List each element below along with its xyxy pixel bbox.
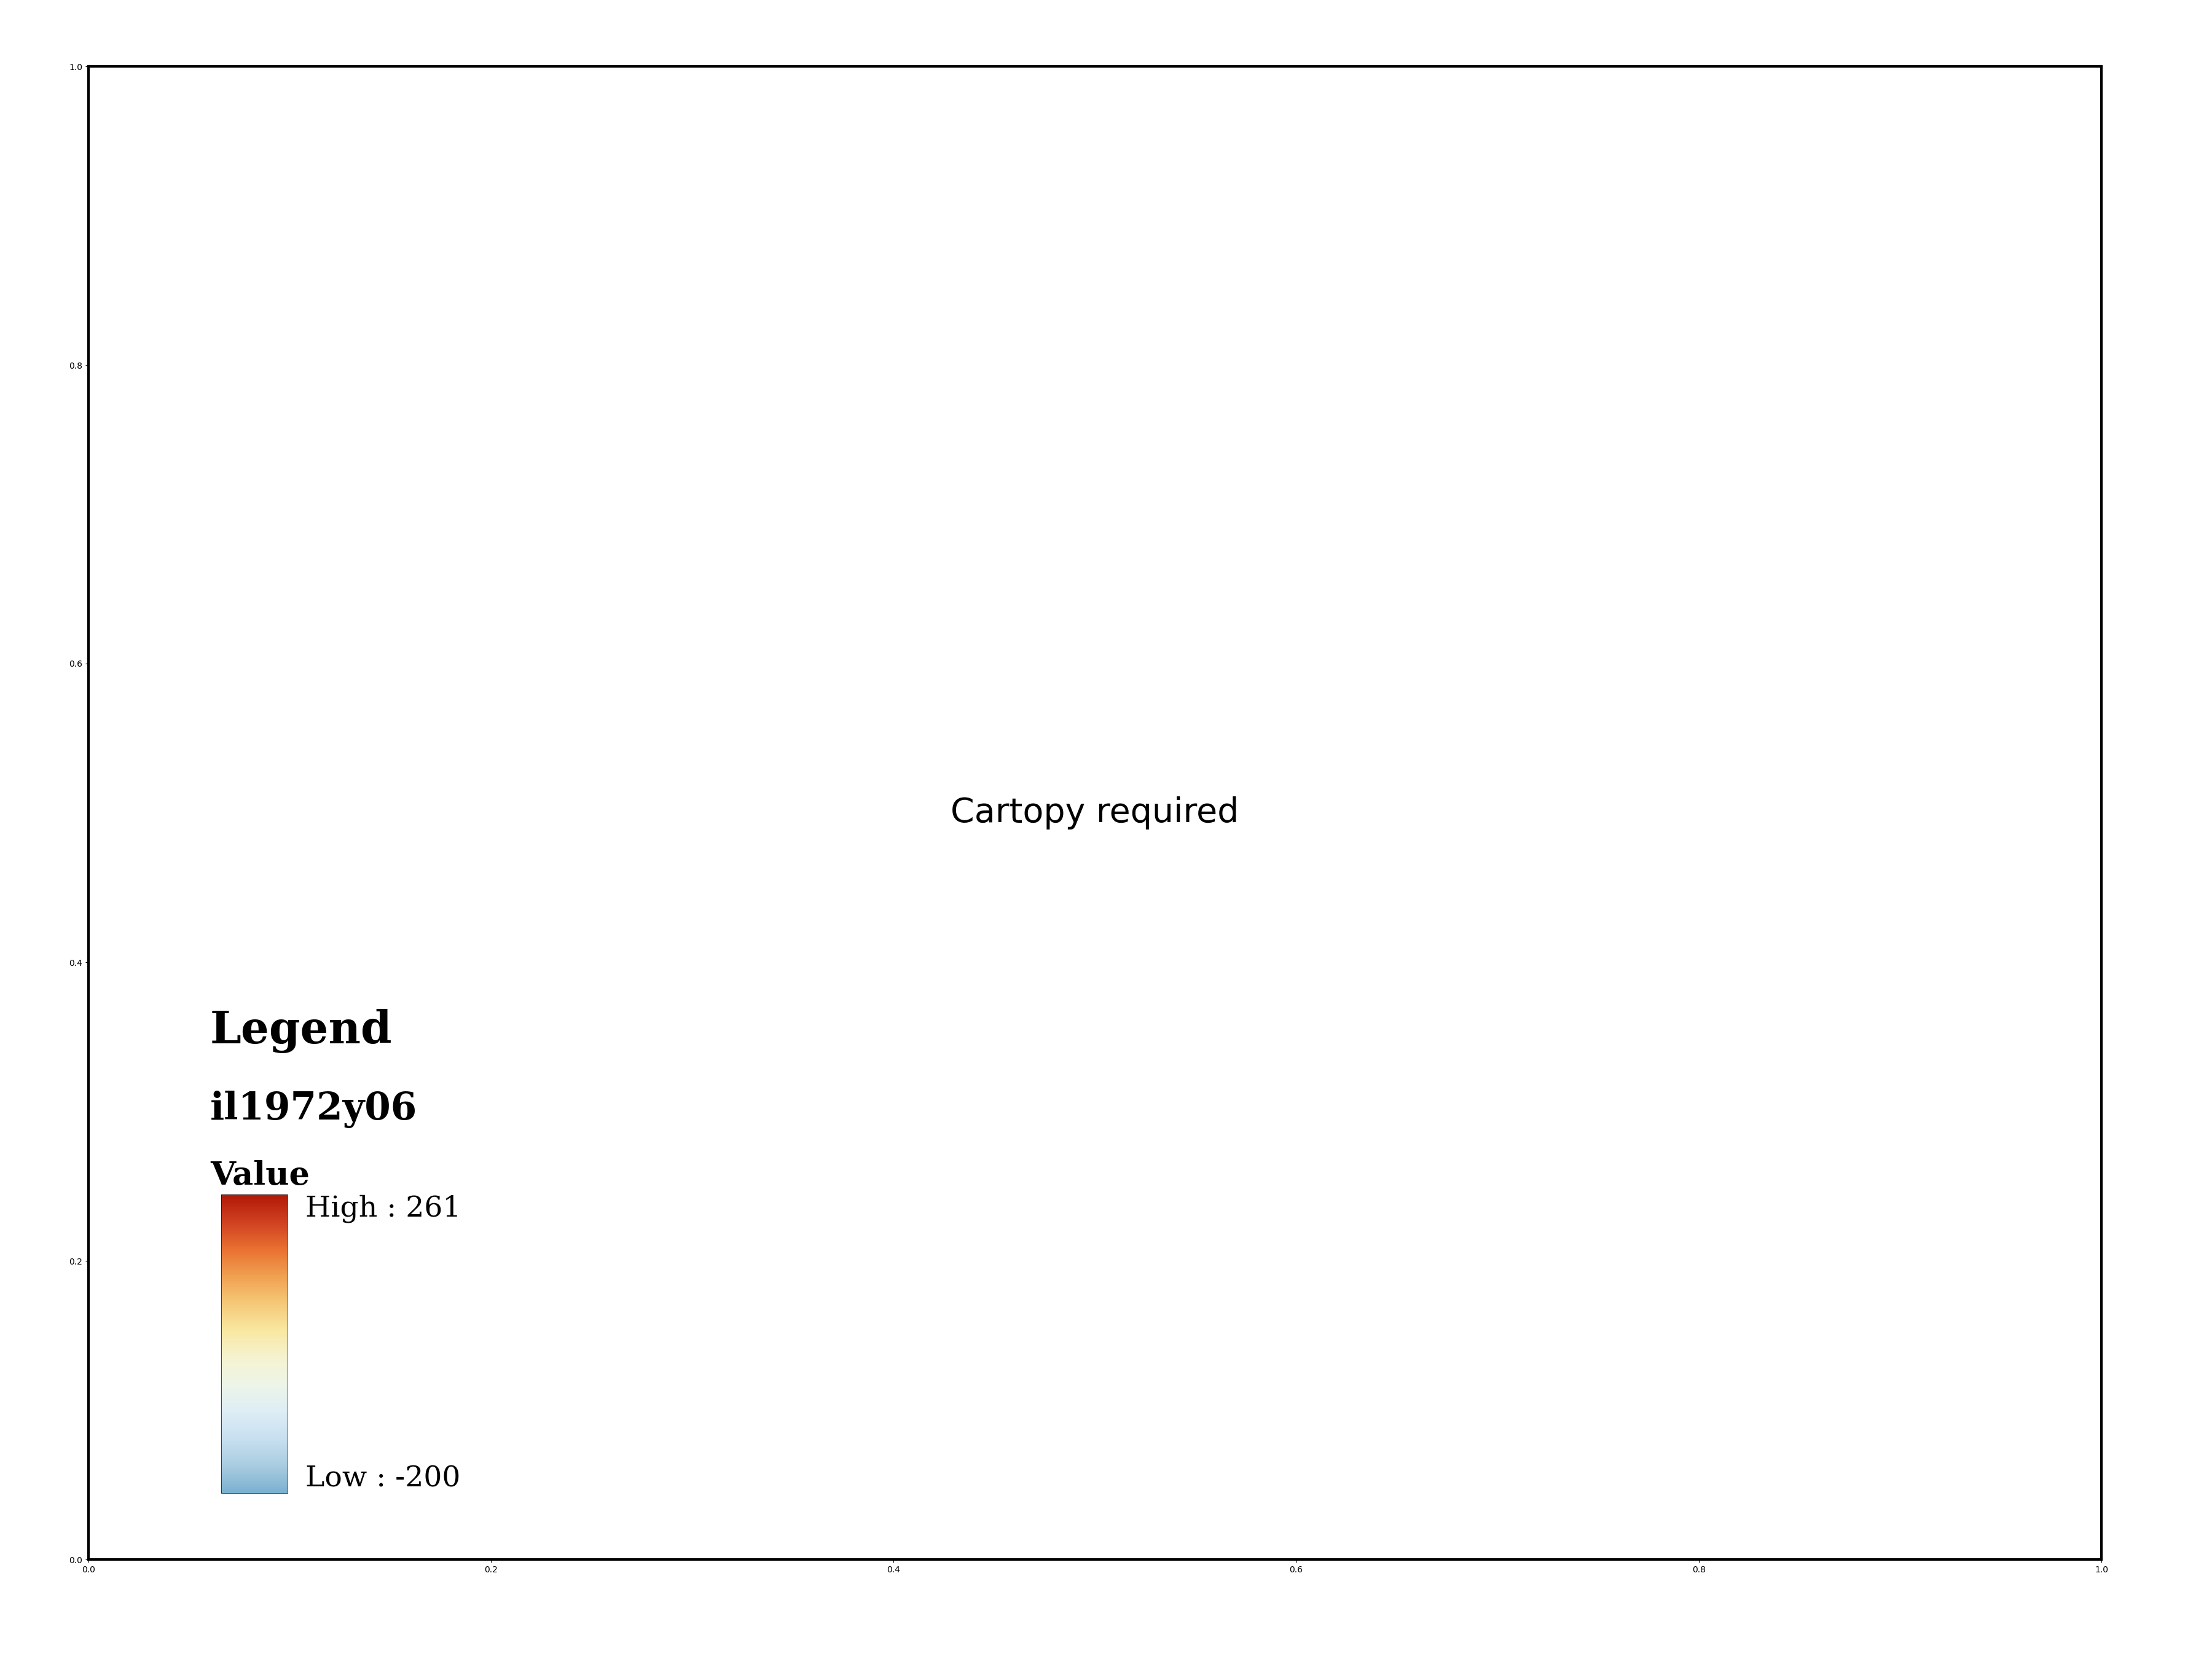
Text: Value: Value: [210, 1160, 310, 1191]
Text: il1972y06: il1972y06: [210, 1090, 418, 1128]
Text: Legend: Legend: [210, 1009, 392, 1053]
Text: Low : -200: Low : -200: [305, 1465, 460, 1493]
Text: Cartopy required: Cartopy required: [951, 796, 1239, 830]
Text: High : 261: High : 261: [305, 1194, 460, 1223]
